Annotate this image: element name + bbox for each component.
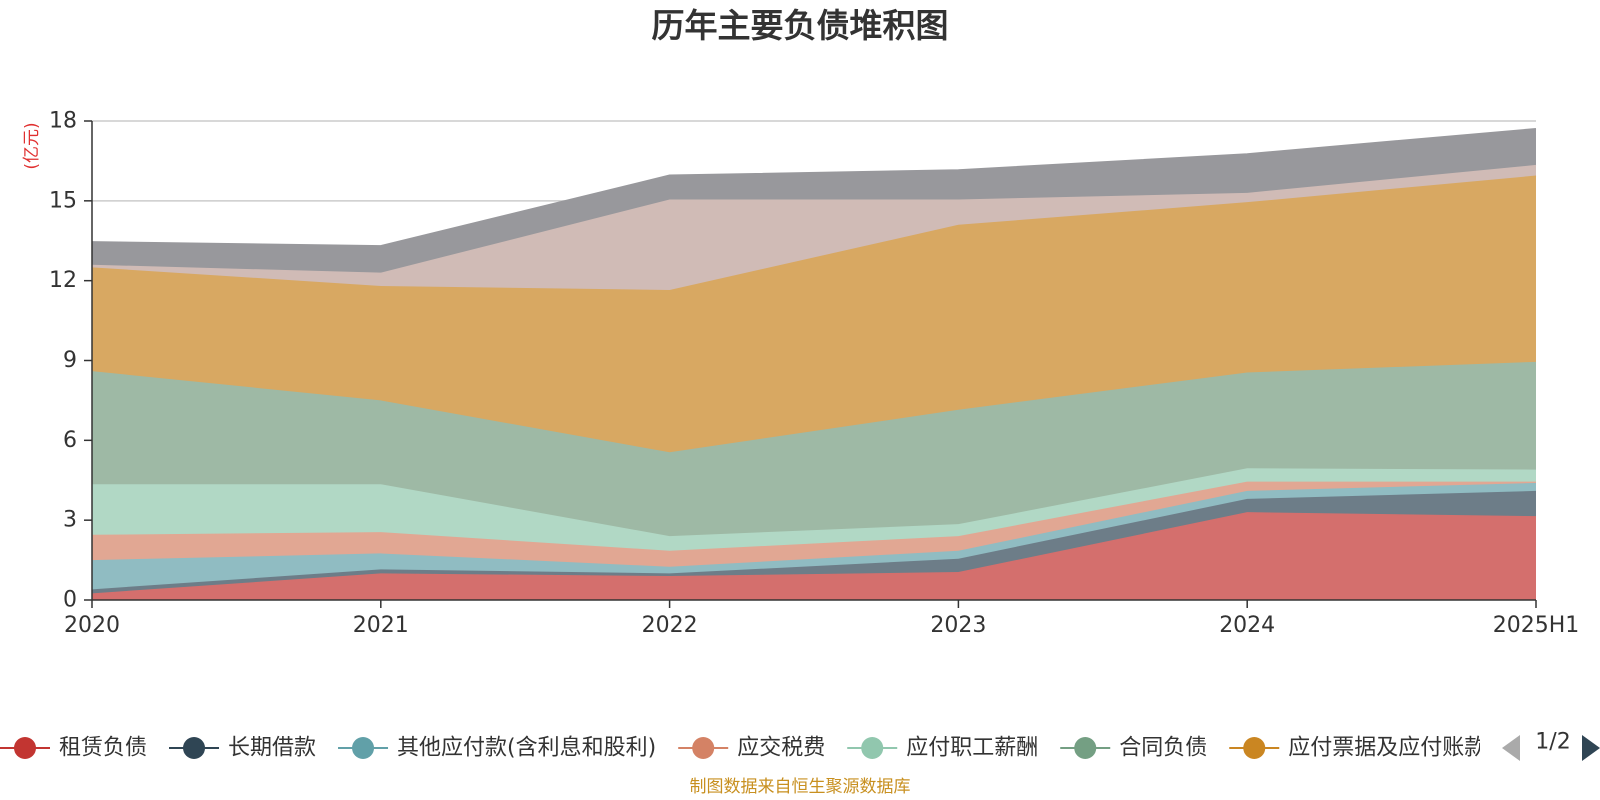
legend-item[interactable]: 应付票据及应付账款 [1229, 736, 1486, 761]
axes: 0 3 6 9 12 15 18 2020 2021 2022 2023 2024 2025H1 [49, 109, 1579, 639]
legend-label: 合同负债 [1119, 736, 1207, 761]
legend-label: 租赁负债 [59, 736, 147, 761]
legend-marker [352, 737, 375, 759]
area-series-1 [92, 512, 1536, 600]
legend-marker [861, 737, 884, 759]
y-tick-label: 6 [63, 428, 77, 453]
y-tick-label: 12 [49, 268, 77, 293]
area-series-8 [92, 164, 1536, 290]
legend-item[interactable]: 长期借款 [169, 736, 316, 761]
y-tick-label: 3 [63, 508, 77, 533]
legend-label: 其他应付款(含利息和股利) [397, 736, 656, 761]
area-series-5 [92, 468, 1536, 551]
x-tick-label: 2024 [1219, 613, 1275, 638]
area-series-group [91, 127, 1537, 600]
area-series-6 [92, 361, 1536, 537]
y-tick-label: 9 [63, 348, 77, 373]
legend-page-indicator: 1/2 [1535, 730, 1570, 755]
area-series-4 [92, 481, 1536, 567]
area-series-2 [92, 490, 1536, 594]
legend-marker [14, 737, 36, 759]
legend-item[interactable]: 其他应付款(含利息和股利) [338, 736, 656, 761]
y-tick-label: 15 [49, 188, 77, 213]
area-series-line-6 [91, 360, 1537, 454]
area-series-7 [92, 175, 1536, 453]
legend-item[interactable]: 租赁负债 [0, 736, 147, 761]
legend-label: 应交税费 [737, 736, 825, 761]
data-source-note: 制图数据来自恒生聚源数据库 [690, 777, 911, 797]
legend-marker [692, 737, 715, 759]
x-tick-label: 2025H1 [1493, 613, 1580, 638]
legend-items: 租赁负债 长期借款 其他应付款(含利息和股利) 应交税费 应付职工薪酬 合同负债 应付票据及… [0, 736, 1486, 761]
legend-prev-page-icon[interactable] [1502, 735, 1520, 761]
legend-item[interactable]: 合同负债 [1060, 736, 1207, 761]
legend-marker [183, 737, 206, 759]
y-axis-unit-label: (亿元) [22, 122, 42, 169]
legend: 租赁负债 长期借款 其他应付款(含利息和股利) 应交税费 应付职工薪酬 合同负债 应付票据及… [0, 736, 1486, 761]
x-tick-label: 2022 [642, 613, 698, 638]
area-series-line-7 [91, 174, 1537, 291]
y-tick-label: 0 [63, 588, 77, 613]
area-series-9 [92, 128, 1536, 273]
x-tick-label: 2020 [64, 613, 120, 638]
legend-marker [1074, 737, 1097, 759]
x-tick-label: 2021 [353, 613, 409, 638]
area-series-3 [92, 482, 1536, 590]
y-tick-label: 18 [49, 109, 77, 134]
x-tick-label: 2023 [930, 613, 986, 638]
legend-label: 应付票据及应付账款 [1288, 736, 1486, 761]
legend-next-page-icon[interactable] [1582, 735, 1600, 761]
area-series-line-9 [91, 127, 1537, 248]
legend-item[interactable]: 应付职工薪酬 [847, 736, 1038, 761]
legend-item[interactable]: 应交税费 [678, 736, 825, 761]
legend-label: 长期借款 [228, 736, 316, 761]
chart-title: 历年主要负债堆积图 [652, 6, 949, 45]
legend-marker [1243, 737, 1266, 759]
legend-label: 应付职工薪酬 [906, 736, 1038, 761]
